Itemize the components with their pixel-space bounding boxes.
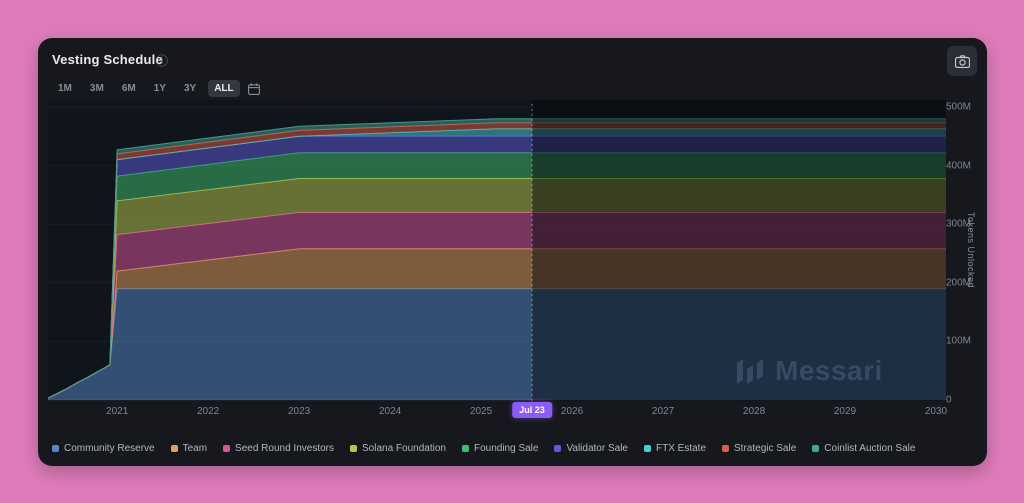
area-series-team — [48, 248, 946, 399]
x-tick-2022: 2022 — [197, 406, 220, 417]
range-button-1m[interactable]: 1M — [52, 80, 78, 97]
y-tick-0: 0 — [946, 394, 952, 406]
legend-label: Validator Sale — [566, 443, 628, 454]
y-tick-300M: 300M — [946, 218, 972, 230]
info-icon[interactable]: ⓘ — [156, 54, 169, 68]
x-tick-2025: 2025 — [469, 406, 493, 417]
x-tick-2027: 2027 — [651, 406, 675, 417]
legend-item-founding-sale[interactable]: Founding Sale — [461, 443, 539, 454]
legend-label: Founding Sale — [473, 443, 539, 454]
range-button-1y[interactable]: 1Y — [148, 80, 172, 97]
screenshot-button[interactable] — [947, 46, 977, 76]
legend-swatch-solana-foundation — [350, 445, 357, 452]
x-tick-2029: 2029 — [833, 406, 857, 417]
vesting-area-chart[interactable] — [48, 100, 946, 401]
x-tick-2026: 2026 — [560, 406, 584, 417]
legend-swatch-coinlist-auction-sale — [812, 445, 820, 452]
legend-label: Solana Foundation — [362, 443, 446, 454]
y-tick-500M: 500M — [946, 101, 972, 113]
range-toolbar: 1M 3M 6M 1Y 3Y ALL — [52, 80, 262, 97]
legend-swatch-strategic-sale — [722, 445, 730, 452]
legend-item-team[interactable]: Team — [170, 443, 208, 454]
x-tick-2024: 2024 — [378, 406, 402, 417]
area-series-founding-sale — [48, 152, 946, 399]
legend-swatch-team — [170, 445, 178, 452]
y-axis-title: Tokens Unlocked — [966, 211, 976, 289]
legend-label: FTX Estate — [656, 443, 707, 454]
y-tick-200M: 200M — [946, 277, 972, 289]
legend-label: Community Reserve — [64, 443, 155, 454]
x-tick-2023: 2023 — [287, 406, 311, 417]
x-tick-2021: 2021 — [106, 406, 129, 417]
range-button-3y[interactable]: 3Y — [178, 80, 202, 97]
range-button-3m[interactable]: 3M — [84, 80, 110, 97]
legend-item-strategic-sale[interactable]: Strategic Sale — [722, 443, 796, 454]
x-tick-2030: 2030 — [924, 406, 948, 417]
area-series-community-reserve — [48, 288, 946, 400]
area-series-solana-foundation — [48, 178, 946, 399]
camera-icon — [954, 54, 970, 68]
legend-item-solana-foundation[interactable]: Solana Foundation — [350, 443, 446, 454]
legend-label: Coinlist Auction Sale — [824, 443, 916, 454]
current-date-badge: Jul 23 — [512, 402, 552, 418]
y-tick-100M: 100M — [946, 335, 972, 347]
area-series-validator-sale — [48, 136, 946, 399]
legend-item-seed-round-investors[interactable]: Seed Round Investors — [223, 443, 334, 454]
range-button-all[interactable]: ALL — [208, 80, 240, 97]
y-tick-400M: 400M — [946, 160, 972, 172]
legend-swatch-founding-sale — [461, 445, 469, 452]
x-tick-2028: 2028 — [742, 406, 766, 417]
legend-item-community-reserve[interactable]: Community Reserve — [52, 443, 155, 454]
legend-item-ftx-estate[interactable]: FTX Estate — [644, 443, 706, 454]
legend-label: Strategic Sale — [734, 443, 797, 454]
legend-item-coinlist-auction-sale[interactable]: Coinlist Auction Sale — [812, 443, 915, 454]
legend-swatch-ftx-estate — [644, 445, 651, 452]
legend-label: Seed Round Investors — [235, 443, 334, 454]
range-button-6m[interactable]: 6M — [116, 80, 142, 97]
future-projection-shade — [532, 100, 946, 401]
calendar-button[interactable] — [246, 81, 262, 97]
legend-swatch-validator-sale — [554, 445, 562, 452]
legend-item-validator-sale[interactable]: Validator Sale — [554, 443, 628, 454]
area-series-seed-round-investors — [48, 212, 946, 399]
vesting-schedule-card: Vesting Schedule ⓘ 1M 3M 6M 1Y 3Y ALL 2021 202… — [38, 38, 987, 466]
legend-swatch-seed-round-investors — [223, 445, 231, 452]
area-outline-coinlist-auction-sale — [48, 118, 946, 399]
chart-legend: Community Reserve Team Seed Round Investor… — [52, 443, 972, 454]
page-title: Vesting Schedule — [52, 52, 163, 67]
calendar-icon — [247, 82, 260, 95]
legend-label: Team — [182, 443, 208, 454]
legend-swatch-community-reserve — [52, 445, 59, 452]
